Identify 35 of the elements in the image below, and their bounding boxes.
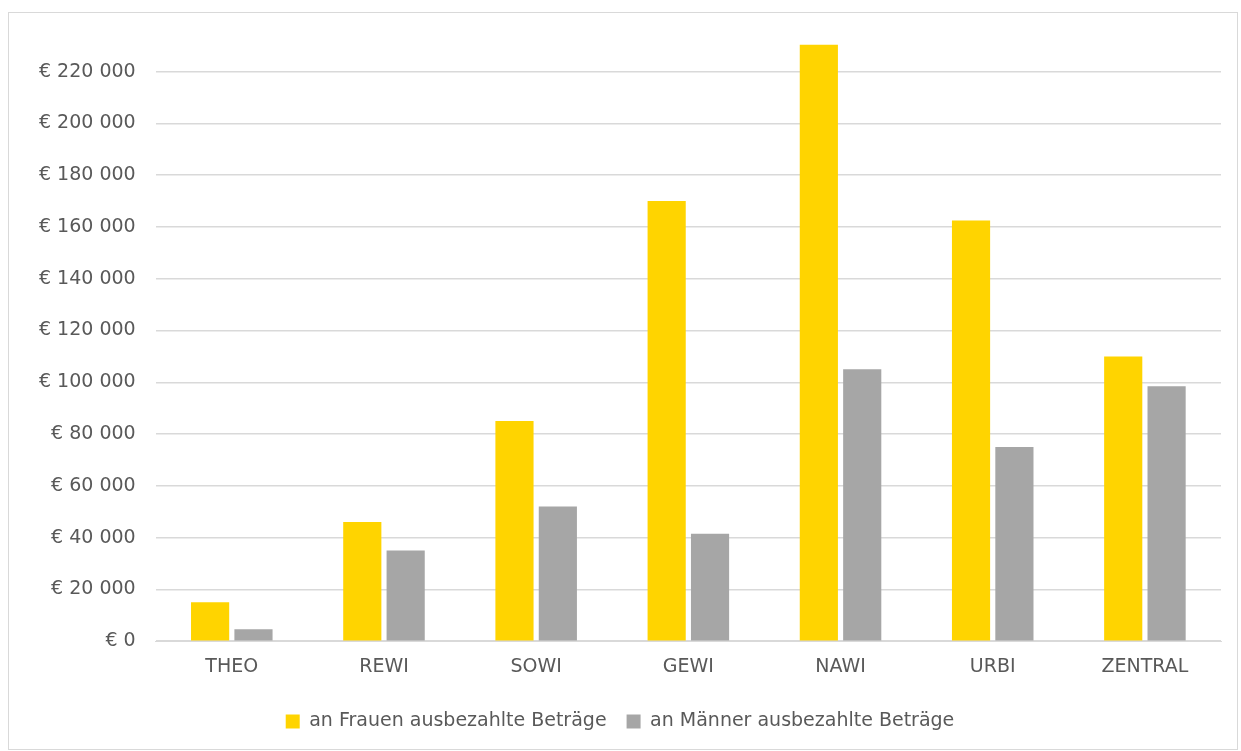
y-tick-label: € 80 000	[51, 421, 136, 444]
x-tick-label: URBI	[969, 653, 1016, 676]
bar	[538, 506, 577, 641]
bar	[1147, 386, 1186, 641]
x-tick-label: GEWI	[662, 653, 714, 676]
bar	[799, 44, 838, 641]
y-tick-label: € 0	[105, 628, 136, 651]
y-tick-label: € 220 000	[38, 58, 136, 81]
bar	[647, 201, 686, 641]
bar	[995, 447, 1034, 641]
bar	[191, 602, 230, 641]
y-tick-label: € 200 000	[38, 110, 136, 133]
x-tick-label: THEO	[204, 653, 259, 676]
y-tick-label: € 180 000	[38, 162, 136, 185]
bar	[343, 522, 382, 641]
legend-label: an Frauen ausbezahlte Beträge	[309, 708, 607, 731]
x-tick-label: REWI	[359, 653, 409, 676]
y-tick-label: € 160 000	[38, 213, 136, 236]
y-tick-label: € 100 000	[38, 369, 136, 392]
y-tick-label: € 120 000	[38, 317, 136, 340]
bar	[690, 533, 730, 641]
bar	[1104, 356, 1143, 641]
x-tick-label: NAWI	[815, 653, 866, 676]
bar	[495, 421, 534, 641]
x-tick-label: SOWI	[510, 653, 562, 676]
bar	[843, 369, 882, 641]
bar	[386, 550, 425, 641]
x-tick-label: ZENTRAL	[1101, 653, 1189, 676]
bar	[234, 629, 273, 641]
y-tick-label: € 60 000	[51, 472, 136, 495]
y-tick-label: € 40 000	[51, 524, 136, 547]
bar	[951, 220, 991, 641]
y-tick-label: € 20 000	[51, 576, 136, 599]
legend-label: an Männer ausbezahlte Beträge	[650, 708, 955, 731]
y-tick-label: € 140 000	[38, 265, 136, 288]
